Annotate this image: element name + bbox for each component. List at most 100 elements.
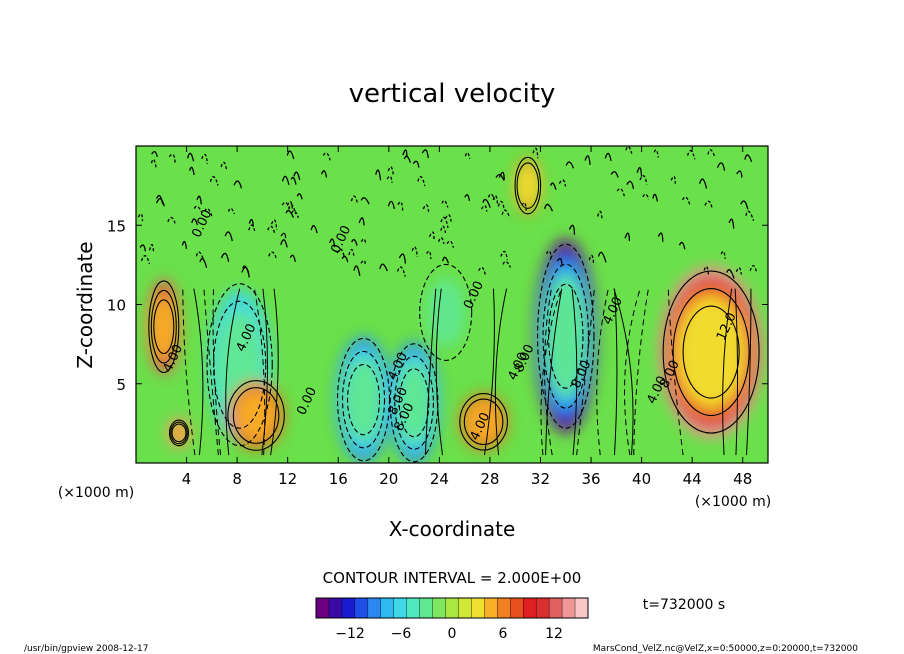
contour-line: [148, 244, 155, 253]
contour-line: [596, 288, 609, 456]
colorbar-ticks: −12 −6 0 6 12: [335, 626, 563, 642]
contour-line: [296, 193, 303, 200]
contour-line: [358, 217, 365, 226]
contour-line: [613, 288, 634, 456]
contour-line: [532, 147, 539, 159]
contour-line: [558, 179, 567, 187]
contour-line: [736, 170, 743, 178]
contour-line: [653, 149, 659, 158]
contour-line: [387, 200, 396, 209]
colorbar-swatch: [497, 598, 511, 618]
contour-line: [636, 167, 643, 177]
colorbar-frame: [315, 597, 589, 619]
contour-line: [248, 224, 256, 233]
colorbar-swatch: [575, 598, 589, 618]
contour-line: [350, 195, 359, 205]
y-tick-label: 5: [116, 376, 126, 394]
contour-line: [441, 199, 449, 208]
contour-line: [678, 241, 686, 250]
contour-line: [286, 150, 295, 160]
contour-line: [167, 217, 177, 226]
x-tick-label: 4: [182, 470, 192, 488]
contour-line: [639, 175, 648, 185]
colorbar-swatch: [445, 598, 459, 618]
contour-line: [139, 244, 147, 252]
contour-line: [463, 398, 504, 446]
contour-line: [498, 171, 505, 181]
colorbar-swatch: [432, 598, 446, 618]
contour-line: [281, 201, 291, 209]
x-tick-label: 48: [733, 470, 752, 488]
contour-line: [189, 166, 195, 176]
contour-line: [227, 380, 285, 451]
contour-line: [201, 153, 208, 165]
contour-line: [728, 218, 735, 229]
contour-line: [704, 200, 713, 210]
x-tick-label: 44: [683, 470, 702, 488]
contour-line: [440, 216, 449, 228]
contour-line: [426, 250, 432, 259]
x-tick-label: 28: [480, 470, 499, 488]
contour-line: [360, 197, 370, 205]
contour-line: [341, 255, 349, 263]
contour-line: [484, 288, 495, 456]
contour-line: [289, 254, 296, 262]
colorbar-tick-label: −6: [391, 626, 412, 642]
colorbar-swatch: [367, 598, 382, 618]
contour-line: [556, 257, 563, 267]
contour-line: [233, 180, 243, 189]
contour-line: [492, 195, 499, 204]
field-feature-band: [234, 389, 278, 442]
contour-line: [199, 258, 208, 268]
contour-line: [353, 265, 361, 276]
contour-line: [521, 201, 527, 211]
contour-line: [657, 232, 664, 242]
contour-lines: [137, 146, 760, 463]
contour-line: [155, 198, 165, 207]
colorbar-swatch: [419, 598, 433, 618]
x-axis-label: X-coordinate: [389, 517, 516, 541]
contour-line: [596, 210, 603, 221]
contour-line: [544, 288, 553, 456]
contour-line: [500, 250, 508, 260]
contour-line: [212, 288, 222, 456]
contour-line: [487, 193, 496, 200]
contour-line: [153, 299, 175, 355]
contour-line: [204, 208, 213, 217]
contour-interval-label: CONTOUR INTERVAL = 2.000E+00: [323, 569, 582, 587]
contour-line: [699, 178, 708, 189]
time-label: t=732000 s: [643, 597, 725, 613]
contour-line: [435, 288, 443, 456]
field-feature-band: [425, 278, 466, 347]
contour-line: [610, 171, 619, 178]
contour-line: [375, 169, 382, 181]
contour-line: [464, 194, 471, 201]
contour-line: [220, 161, 228, 172]
contour-line: [437, 237, 445, 245]
contour-line: [735, 267, 743, 275]
contour-line: [749, 265, 758, 274]
y-tick-label: 15: [107, 217, 126, 235]
contour-line: [440, 225, 447, 234]
contour-line: [193, 288, 204, 456]
footer-right: MarsCond_VelZ.nc@VelZ,x=0:50000,z=0:2000…: [593, 644, 858, 654]
colorbar-swatch: [458, 598, 472, 618]
contour-line: [387, 166, 394, 175]
field-feature-band: [516, 164, 540, 208]
field-feature-band: [677, 297, 746, 408]
contour-line: [548, 283, 584, 389]
contour-line: [360, 238, 367, 245]
contour-line: [241, 266, 250, 278]
x-axis-ticks: 4 8 12 16 20 24 28 32 36 40 44 48: [182, 146, 752, 488]
x-tick-label: 20: [379, 470, 398, 488]
contour-line: [424, 288, 437, 456]
contour-line: [224, 231, 233, 242]
contour-line: [444, 214, 452, 222]
contour-line: [346, 363, 381, 436]
x-tick-label: 8: [232, 470, 242, 488]
contour-line: [682, 196, 691, 205]
contour-line: [544, 203, 554, 212]
contour-line: [478, 266, 487, 276]
contour-line: [220, 252, 230, 263]
contour-line: [417, 176, 426, 187]
